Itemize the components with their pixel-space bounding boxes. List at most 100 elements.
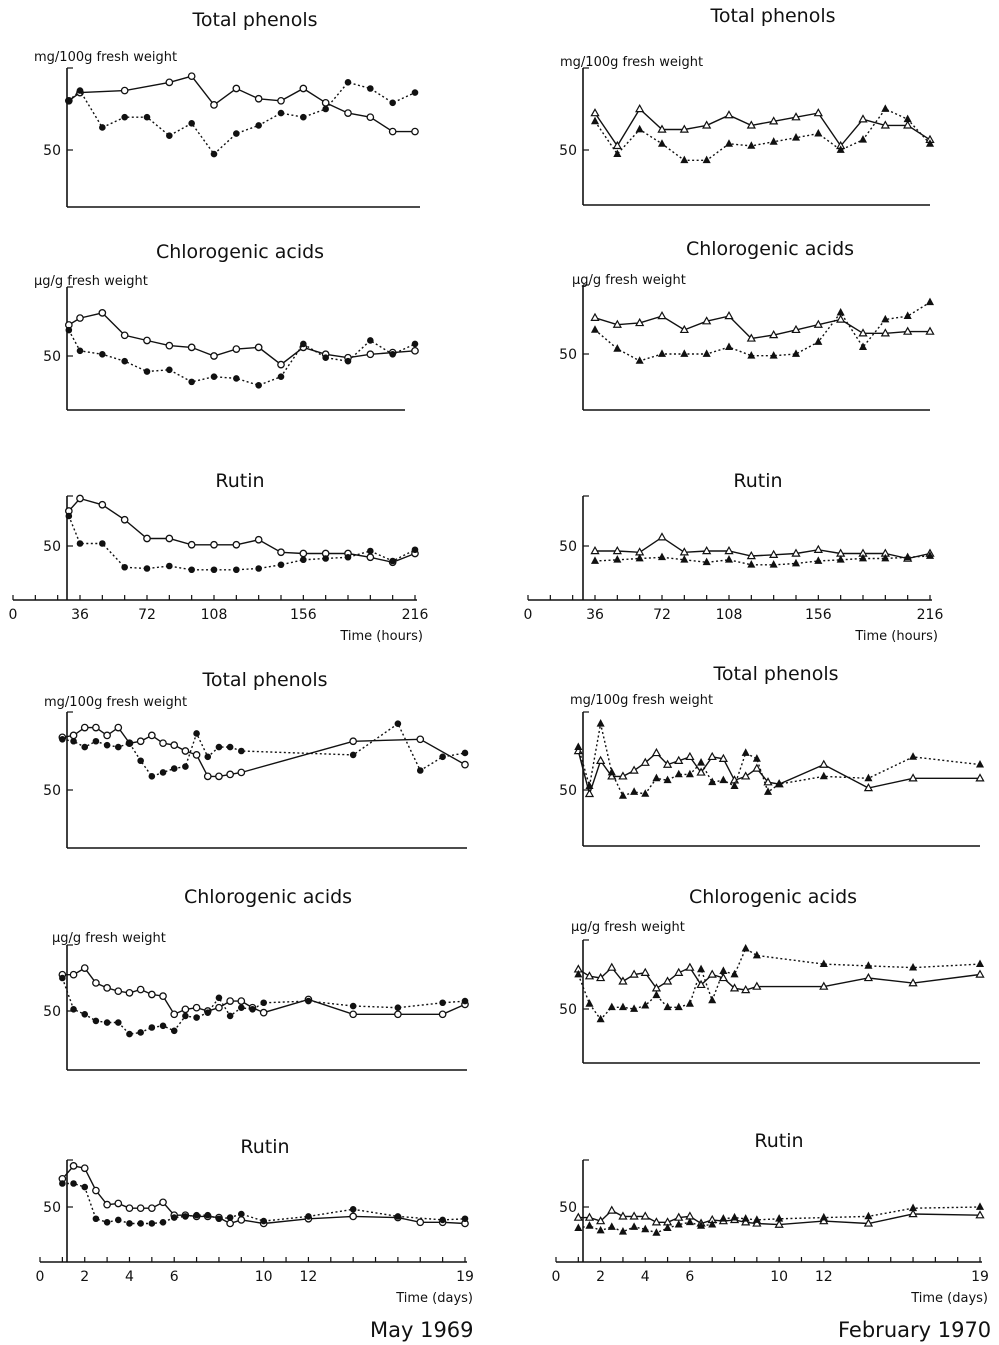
data-point <box>204 1211 212 1219</box>
series-line <box>577 723 981 797</box>
series-line <box>578 1209 981 1226</box>
data-point <box>226 770 234 779</box>
panel-title: Chlorogenic acids <box>689 886 857 908</box>
data-point <box>114 1216 122 1224</box>
data-point <box>618 976 628 985</box>
data-point <box>618 771 628 780</box>
data-point <box>590 545 600 555</box>
data-point <box>98 500 107 509</box>
data-point <box>685 1217 694 1226</box>
data-point <box>349 1212 358 1221</box>
data-point <box>908 773 918 782</box>
data-point <box>98 309 107 317</box>
data-point <box>881 314 890 323</box>
data-point <box>596 1225 605 1234</box>
data-point <box>769 351 778 359</box>
data-point <box>730 969 739 978</box>
data-point <box>640 1211 650 1220</box>
data-point <box>237 768 246 777</box>
data-point <box>166 562 173 570</box>
data-point <box>741 771 751 780</box>
data-point <box>193 1014 200 1021</box>
data-point <box>708 1219 717 1228</box>
data-point <box>881 553 890 562</box>
data-point <box>366 113 375 122</box>
data-point <box>613 344 622 352</box>
data-point <box>259 1008 268 1017</box>
caption-left: May 1969 <box>370 1318 474 1342</box>
y-tick-label: 50 <box>559 783 577 799</box>
data-point <box>439 753 446 761</box>
x-tick-label: 2 <box>596 1269 605 1285</box>
data-point <box>255 382 262 389</box>
data-point <box>747 351 756 359</box>
data-point <box>724 139 734 147</box>
data-point <box>300 113 307 121</box>
data-point <box>233 566 240 574</box>
data-point <box>858 342 868 350</box>
data-point <box>613 555 622 563</box>
data-point <box>277 561 285 569</box>
data-point <box>629 1211 639 1220</box>
data-point <box>697 758 706 766</box>
data-point <box>590 108 600 117</box>
data-point <box>584 971 595 980</box>
data-point <box>143 336 151 345</box>
data-point <box>99 124 106 131</box>
data-point <box>126 1030 133 1038</box>
data-point <box>585 781 594 789</box>
data-point <box>114 743 122 751</box>
data-point <box>232 84 241 93</box>
data-point <box>92 1186 100 1195</box>
data-point <box>925 326 935 335</box>
data-point <box>233 130 240 137</box>
series-line <box>62 726 466 778</box>
data-point <box>652 773 661 782</box>
data-point <box>752 950 761 959</box>
data-point <box>741 1214 750 1222</box>
data-point <box>607 962 617 971</box>
data-point <box>858 328 868 337</box>
data-point <box>741 985 751 994</box>
series-line <box>62 1182 466 1225</box>
data-point <box>819 959 828 968</box>
panel-title: Rutin <box>733 470 782 492</box>
data-point <box>126 739 133 747</box>
data-point <box>590 116 600 125</box>
data-point <box>226 997 234 1005</box>
x-tick-label: 10 <box>255 1269 273 1285</box>
data-point <box>59 974 66 982</box>
y-tick-label: 50 <box>559 143 577 159</box>
y-tick-label: 50 <box>559 1200 577 1216</box>
data-point <box>137 1220 144 1227</box>
data-point <box>752 1215 761 1223</box>
data-point <box>674 755 684 764</box>
data-point <box>975 1210 985 1219</box>
data-point <box>863 783 874 792</box>
data-point <box>864 1211 873 1220</box>
data-point <box>159 739 167 748</box>
data-point <box>170 765 178 772</box>
data-point <box>635 124 644 133</box>
data-point <box>81 1011 89 1018</box>
data-point <box>103 741 111 749</box>
data-point <box>657 349 667 357</box>
data-point <box>574 742 583 750</box>
data-point <box>121 563 128 571</box>
y-axis-label: µg/g fresh weight <box>572 273 686 288</box>
x-tick-label: 0 <box>9 607 18 623</box>
x-tick-label: 36 <box>586 607 604 623</box>
data-point <box>233 375 240 382</box>
panel-title: Rutin <box>240 1136 289 1158</box>
data-point <box>321 99 330 107</box>
data-point <box>836 555 845 563</box>
x-tick-label: 10 <box>770 1269 788 1285</box>
data-point <box>674 967 684 976</box>
data-point <box>92 1017 100 1025</box>
data-point <box>388 127 397 136</box>
data-point <box>69 1162 78 1170</box>
data-point <box>277 373 285 381</box>
data-point <box>858 114 868 123</box>
data-point <box>438 1010 447 1019</box>
data-point <box>836 307 845 316</box>
